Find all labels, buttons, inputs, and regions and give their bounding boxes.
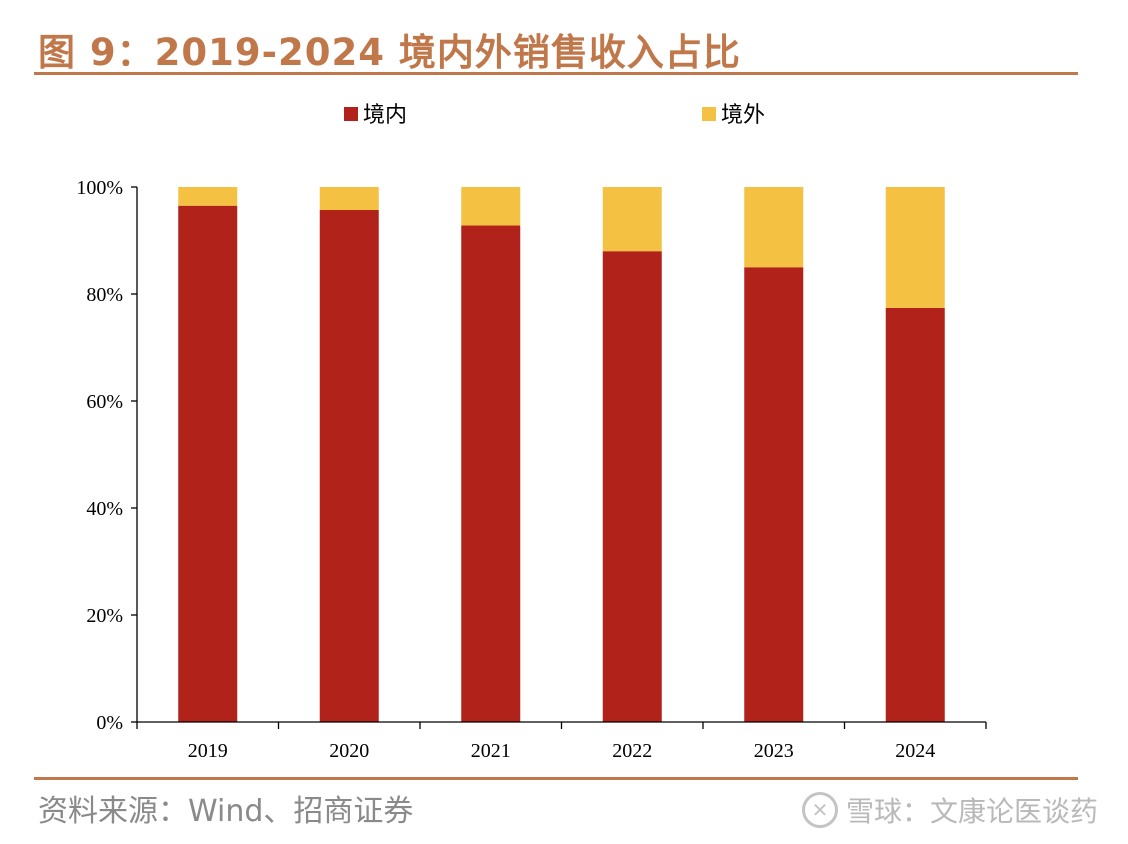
figure-title: 图 9：2019-2024 境内外销售收入占比 bbox=[38, 31, 741, 74]
legend-label-overseas: 境外 bbox=[721, 103, 765, 128]
bar-overseas-2022 bbox=[602, 187, 662, 252]
legend-label-domestic: 境内 bbox=[363, 103, 407, 128]
bar-overseas-2024 bbox=[885, 187, 945, 308]
legend-swatch-overseas bbox=[702, 107, 716, 121]
bar-domestic-2024 bbox=[885, 307, 945, 722]
x-tick-label: 2021 bbox=[471, 740, 511, 762]
source-note: 资料来源：Wind、招商证券 bbox=[38, 794, 414, 829]
bar-domestic-2023 bbox=[744, 267, 804, 722]
y-tick-label: 60% bbox=[86, 391, 123, 413]
y-tick-label: 20% bbox=[86, 605, 123, 627]
x-tick-label: 2023 bbox=[754, 740, 794, 762]
bar-overseas-2023 bbox=[744, 187, 804, 268]
x-tick-label: 2024 bbox=[895, 740, 935, 762]
footer-divider bbox=[34, 777, 1078, 780]
y-tick-label: 0% bbox=[96, 712, 123, 734]
y-tick-label: 100% bbox=[76, 177, 123, 199]
bar-domestic-2019 bbox=[178, 205, 238, 723]
x-tick-label: 2019 bbox=[188, 740, 228, 762]
bar-overseas-2019 bbox=[178, 187, 238, 206]
x-tick-label: 2022 bbox=[612, 740, 652, 762]
x-tick-label: 2020 bbox=[329, 740, 369, 762]
watermark-text: 雪球：文康论医谈药 bbox=[845, 795, 1098, 828]
bar-overseas-2020 bbox=[319, 187, 379, 211]
bar-overseas-2021 bbox=[461, 187, 521, 226]
title-divider bbox=[34, 72, 1078, 75]
snowball-logo-icon: ✕ bbox=[801, 792, 838, 828]
legend-swatch-domestic bbox=[344, 107, 358, 121]
y-tick-label: 40% bbox=[86, 498, 123, 520]
bar-domestic-2022 bbox=[602, 251, 662, 722]
y-tick-label: 80% bbox=[86, 284, 123, 306]
bar-domestic-2020 bbox=[319, 210, 379, 722]
bar-domestic-2021 bbox=[461, 225, 521, 722]
watermark: ✕ 雪球：文康论医谈药 bbox=[801, 790, 1098, 830]
